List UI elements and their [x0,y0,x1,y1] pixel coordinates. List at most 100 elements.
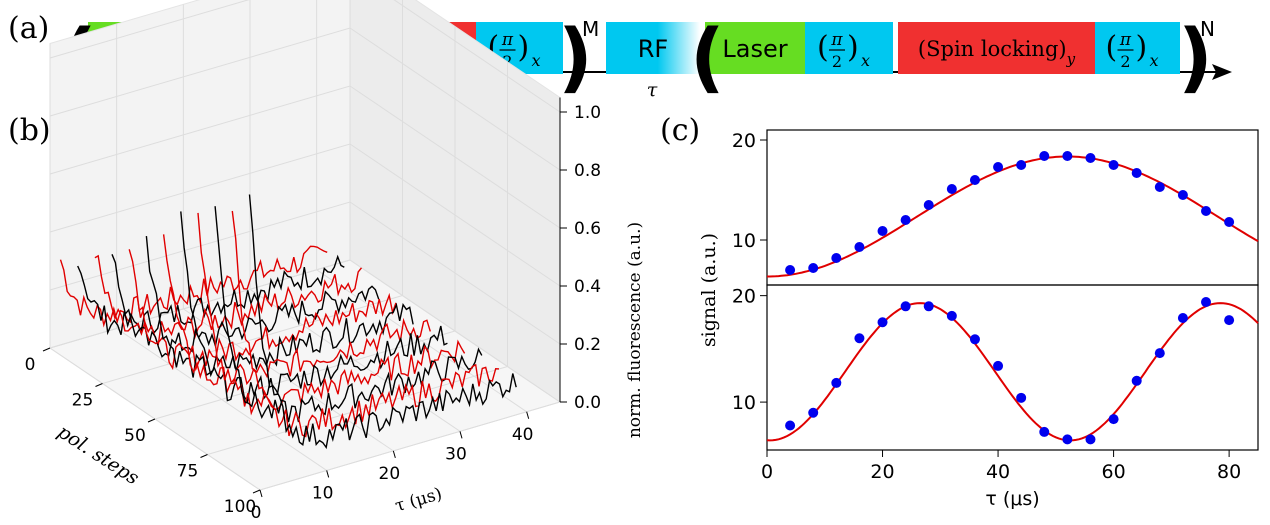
y-tick-label: 0 [25,355,36,375]
waterfall-trace [248,194,517,450]
data-point [785,420,796,431]
y-axis-label: signal (a.u.) [698,233,720,347]
x-tick-label: 60 [1101,461,1125,483]
subscript: x [532,51,541,70]
z-tick-label: 1.0 [574,103,601,123]
data-point [1154,348,1165,359]
sequence-block-rf [606,22,700,74]
x-tick-label: 20 [379,464,401,484]
data-point [993,360,1004,371]
x-axis-label: τ (μs) [985,488,1039,510]
repeat-m-label: M [582,17,599,41]
data-point [1085,153,1096,163]
x-tick-label: 80 [1217,461,1241,483]
z-tick-label: 0.8 [574,161,601,181]
sequence-block-laser [705,22,805,74]
data-point [1085,434,1096,445]
grid-line [49,259,561,403]
panel-label-b: (b) [8,113,51,148]
waterfall-trace [180,211,448,404]
data-point [831,253,842,263]
data-point [923,301,934,312]
data-point [877,226,888,236]
grid-line [49,27,561,171]
y-tick-label: 100 [224,497,256,517]
waterfall-trace [214,206,483,423]
data-point [946,310,957,321]
pi-symbol: π [1119,30,1132,50]
waterfall-trace [111,254,380,358]
grid-line [49,85,561,229]
z-tick-label: 0.0 [574,393,601,413]
tau-label: τ [647,79,658,101]
paren-right: ) [518,30,530,65]
y-tick-label: 75 [177,462,199,482]
y-tick-label: 20 [732,286,756,308]
x-tick-label: 20 [870,461,894,483]
subscript: x [1150,51,1159,70]
waterfall-trace [162,234,431,395]
waterfall-trace [128,249,397,372]
y-tick [95,383,103,387]
paren-left: ( [488,30,500,65]
y-tick-label: 25 [72,391,94,411]
paren-left: ( [1106,30,1118,65]
plot-frame [766,284,1259,451]
x-tick [392,450,396,459]
data-point [808,407,819,418]
rf-label: RF [638,35,668,63]
x-tick-label: 40 [986,461,1010,483]
laser-label: Laser [722,35,787,63]
x-tick [459,431,463,439]
waterfall-trace [231,210,500,438]
x-tick-label: 40 [512,425,534,445]
data-point [1108,414,1119,425]
data-point [1016,160,1027,170]
pi-symbol: π [830,30,843,50]
waterfall-plot: 0 10 20 30 40 0 25 50 75 100 0.0 0.2 0.4 0.6 0.8 1.0 τ (… [25,0,645,523]
data-point [969,334,980,345]
y-tick [252,489,261,494]
pi-symbol: π [501,30,514,50]
data-point [1062,151,1073,161]
data-point [831,377,842,388]
y-tick-label: 10 [732,392,756,414]
sequence-block-pulse [1095,22,1180,74]
oscillation-plots: 10 20 signal (a.u.) 10 20 0 20 40 60 80 τ (μs) [698,129,1259,510]
data-point [946,184,957,194]
paren-left: ( [817,30,829,65]
data-point [808,263,819,273]
two-digit: 2 [832,52,842,71]
y-tick [42,347,51,352]
data-point [854,333,865,344]
group-close-paren: ) [1178,12,1213,101]
grid-line [49,201,561,345]
data-point [877,317,888,328]
data-point [1177,313,1188,323]
data-point [993,162,1004,172]
waterfall-trace [94,254,363,346]
y-tick-label: 10 [732,230,756,252]
data-point [1016,392,1027,403]
z-tick-label: 0.6 [574,219,601,239]
x-tick-label: 0 [251,503,262,523]
panel-label-a: (a) [8,11,49,46]
x-tick-label: 10 [312,483,334,503]
data-point [1201,297,1212,308]
x-tick-label: 30 [445,444,467,464]
data-point [1039,426,1050,437]
subscript: x [861,51,870,70]
y-tick [147,418,156,423]
two-digit: 2 [1120,52,1130,71]
data-point [1039,151,1050,161]
data-point [969,175,980,185]
grid-line [259,401,561,491]
paren-right: ) [847,30,859,65]
data-point [1224,315,1235,326]
grid-line [49,143,561,287]
data-point [900,301,911,312]
data-point [1108,160,1119,170]
y-tick [200,454,208,458]
data-point [1062,434,1073,445]
repeat-n-label: N [1200,17,1215,41]
